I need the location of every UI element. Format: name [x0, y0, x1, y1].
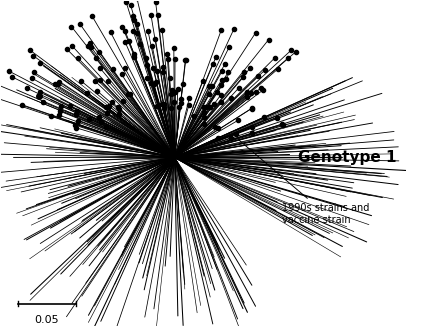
Text: Genotype 1: Genotype 1	[298, 150, 397, 165]
Text: 1990s strains and
vaccine strain: 1990s strains and vaccine strain	[238, 140, 369, 225]
Text: 0.05: 0.05	[35, 315, 59, 325]
